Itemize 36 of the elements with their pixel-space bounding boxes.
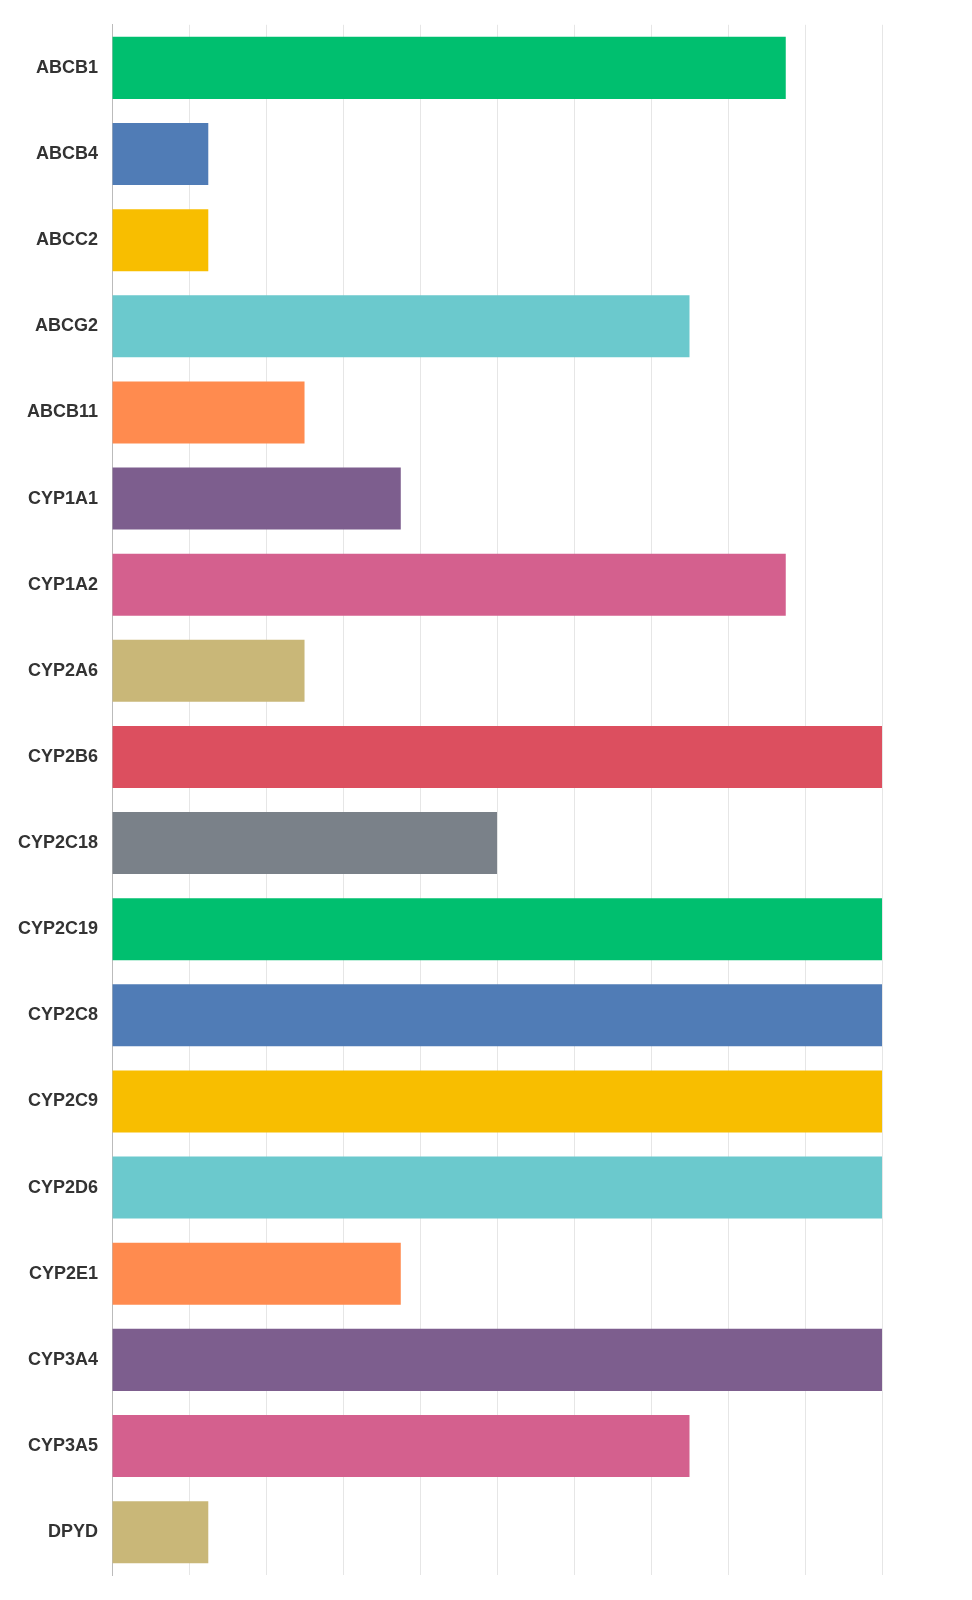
bar [112, 1070, 882, 1133]
y-tick-label: ABCB1 [36, 56, 99, 77]
bar [112, 639, 305, 702]
bar [112, 1156, 882, 1219]
y-tick-label: CYP2E1 [29, 1262, 99, 1283]
y-tick-label: CYP2C8 [28, 1004, 99, 1025]
y-tick-label: CYP3A4 [28, 1348, 99, 1369]
y-tick-label: ABCC2 [36, 229, 99, 250]
bar [112, 381, 305, 444]
y-tick-label: CYP1A1 [28, 487, 99, 508]
y-tick-label: CYP3A5 [28, 1434, 99, 1455]
y-tick-label: CYP2A6 [28, 659, 99, 680]
y-tick-label: ABCB4 [36, 142, 99, 163]
y-tick-label: CYP2D6 [28, 1176, 99, 1197]
y-tick-label: CYP2B6 [28, 745, 99, 766]
bar [112, 984, 882, 1047]
bar [112, 898, 882, 961]
bar [112, 36, 786, 99]
bar [112, 553, 786, 616]
bar [112, 1242, 401, 1305]
y-tick-label: CYP2C19 [18, 918, 99, 939]
bar [112, 1414, 690, 1478]
bar [112, 295, 690, 358]
bar [112, 122, 209, 186]
bar [112, 812, 498, 875]
y-tick-label: ABCG2 [35, 315, 99, 336]
y-tick-label: CYP2C18 [18, 832, 99, 853]
y-tick-label: ABCB11 [27, 401, 99, 422]
y-tick-label: CYP1A2 [28, 573, 99, 594]
bar [112, 1501, 209, 1564]
bar [112, 725, 882, 788]
y-tick-label: CYP2C9 [28, 1090, 99, 1111]
bar [112, 1328, 882, 1391]
y-tick-label: DPYD [48, 1521, 99, 1542]
bar [112, 467, 401, 530]
bar [112, 209, 209, 272]
